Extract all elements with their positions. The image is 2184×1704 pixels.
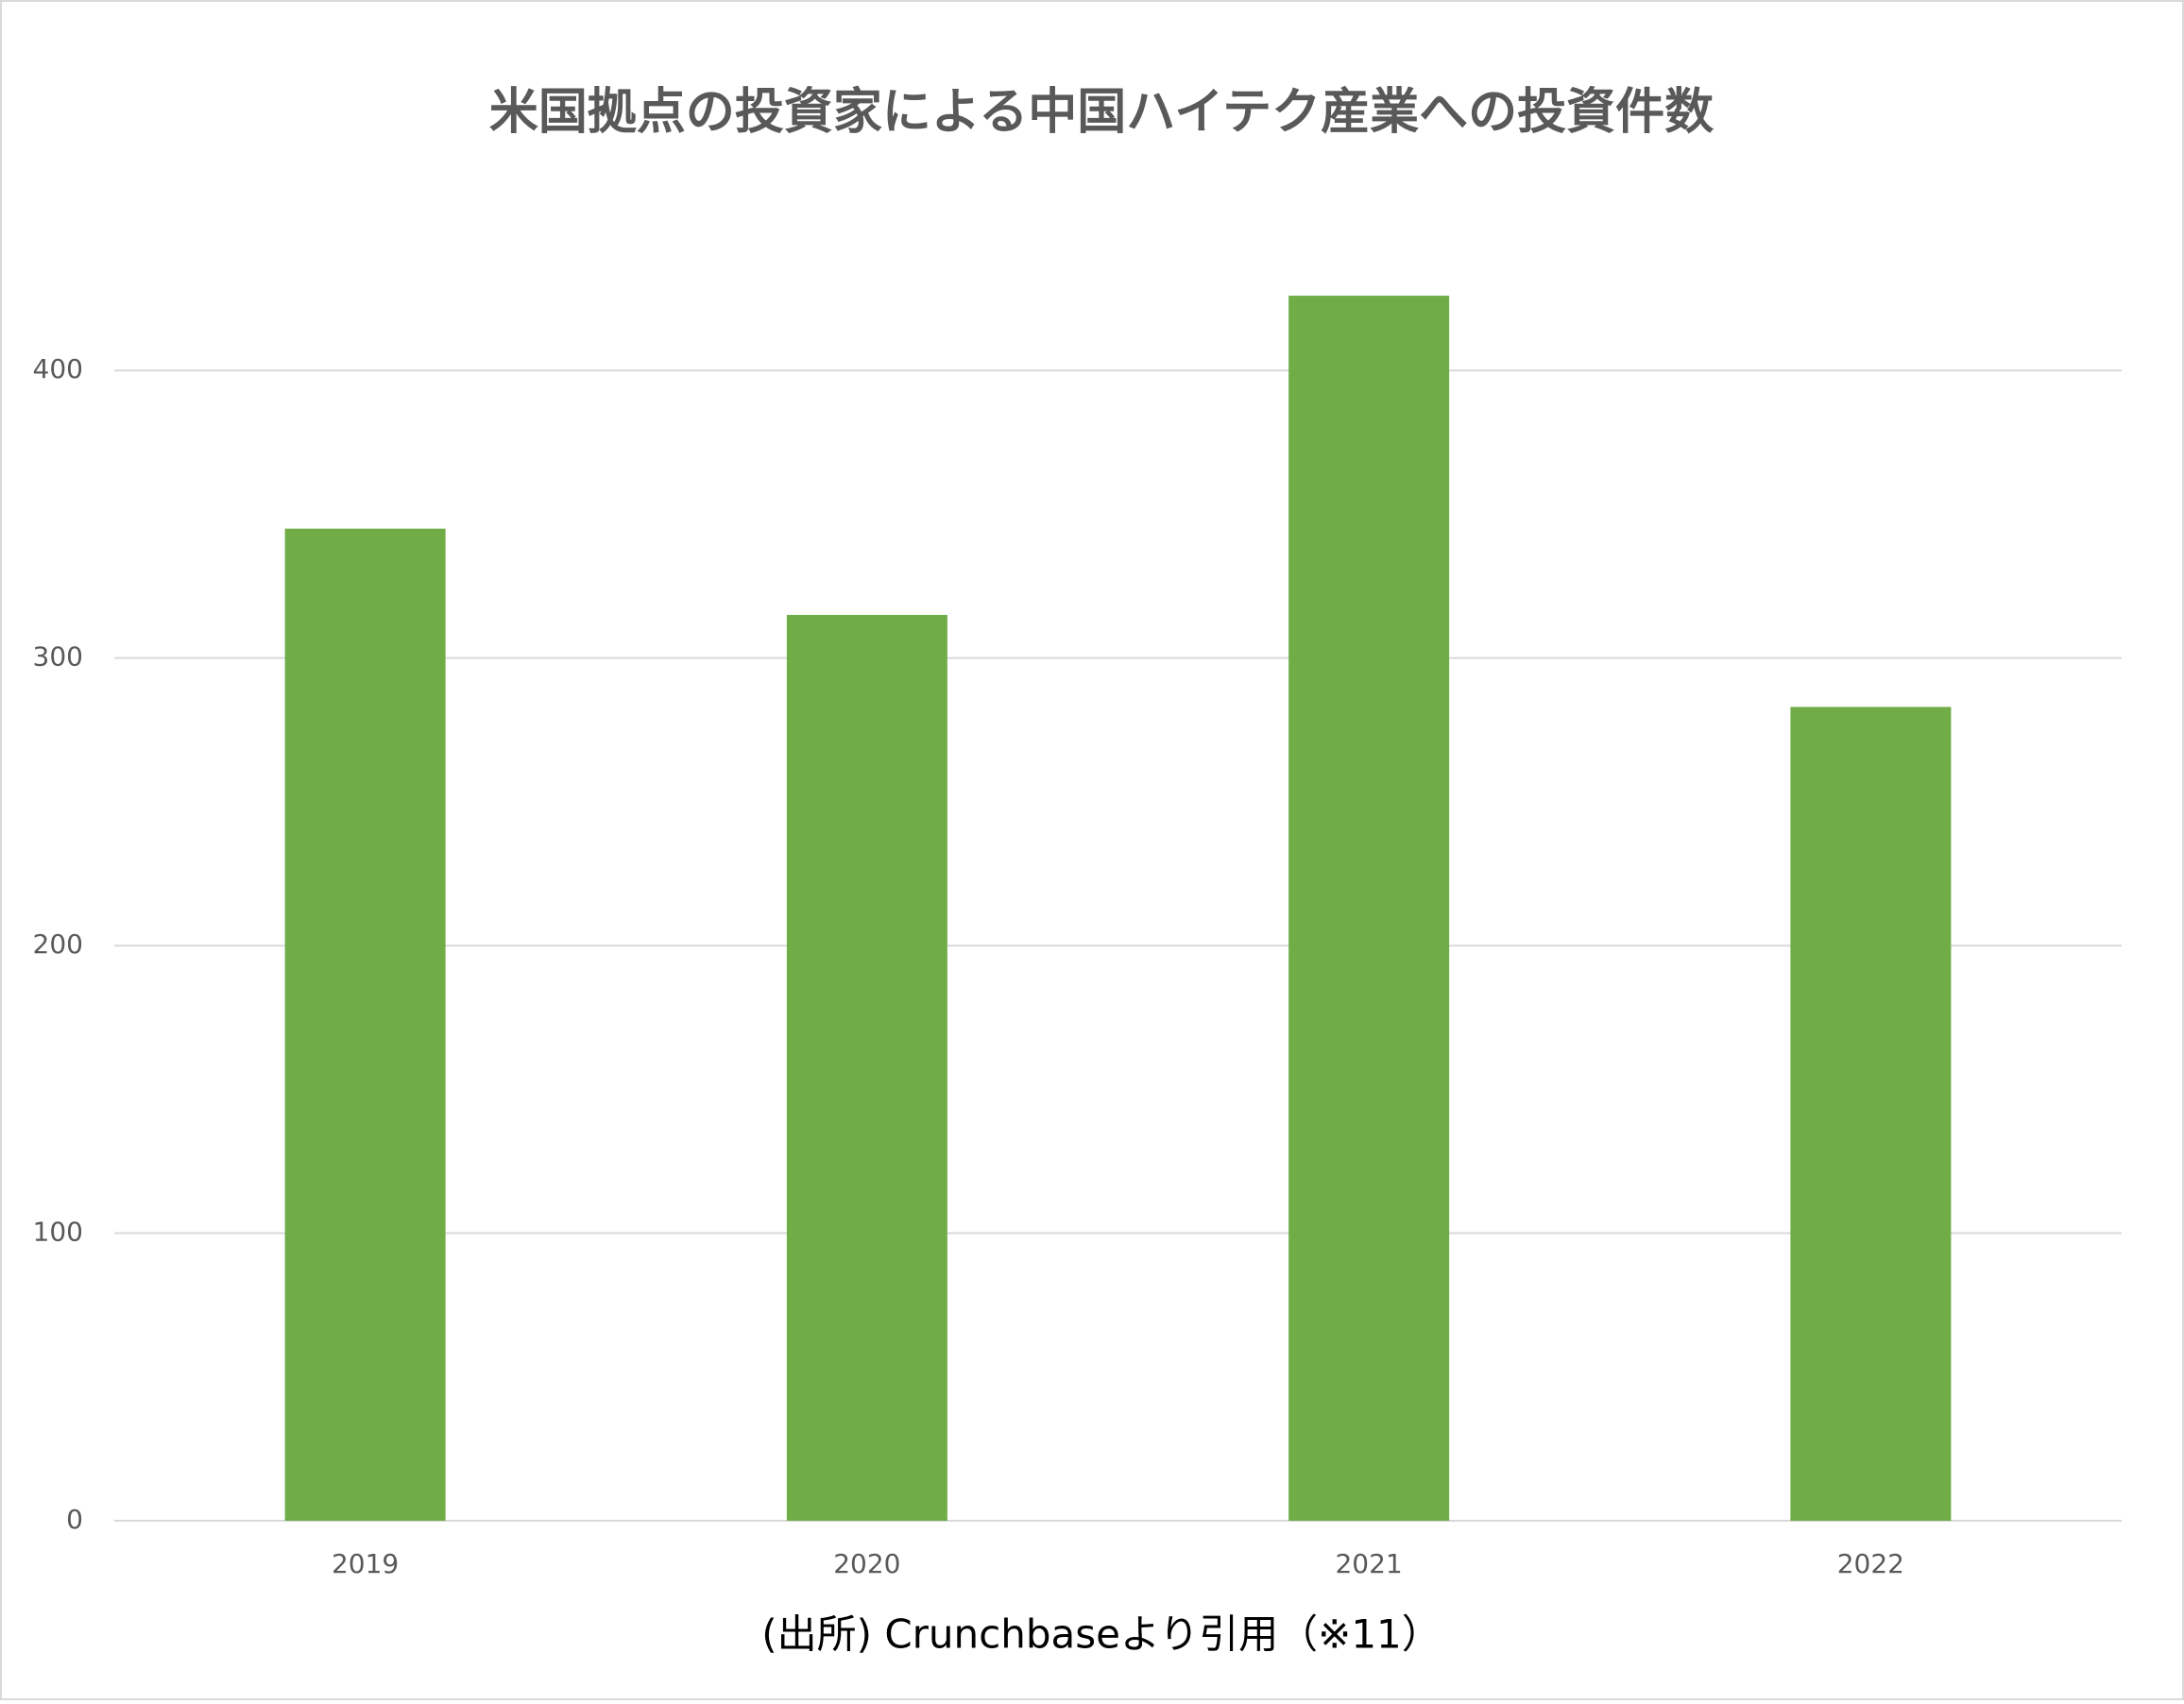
x-tick-label: 2021 bbox=[1335, 1548, 1402, 1579]
bar bbox=[1288, 296, 1450, 1522]
chart-title: 米国拠点の投資家による中国ハイテク産業への投資件数 bbox=[489, 84, 1714, 141]
y-tick-label: 100 bbox=[33, 1217, 83, 1248]
y-tick-label: 200 bbox=[33, 929, 83, 960]
bar bbox=[1790, 707, 1952, 1521]
source-note: (出所) Crunchbaseより引用（※11） bbox=[761, 1611, 1442, 1658]
bar bbox=[786, 615, 947, 1521]
y-tick-label: 300 bbox=[33, 641, 83, 673]
x-tick-label: 2022 bbox=[1837, 1548, 1904, 1579]
y-tick-label: 0 bbox=[66, 1504, 83, 1535]
y-tick-label: 400 bbox=[33, 353, 83, 384]
bar bbox=[284, 528, 446, 1521]
x-tick-label: 2019 bbox=[332, 1548, 399, 1579]
x-tick-label: 2020 bbox=[833, 1548, 900, 1579]
